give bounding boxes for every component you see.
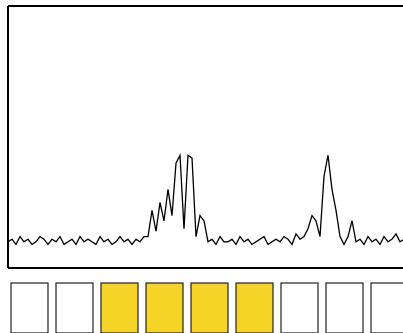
signal-line xyxy=(7,152,403,246)
state-cell xyxy=(190,282,229,333)
state-cell xyxy=(235,282,274,333)
plot-frame xyxy=(7,5,403,269)
state-cell xyxy=(55,282,94,333)
state-cell xyxy=(10,282,49,333)
state-cell xyxy=(145,282,184,333)
state-cell xyxy=(325,282,364,333)
state-cell xyxy=(100,282,139,333)
state-cell xyxy=(280,282,319,333)
state-cell xyxy=(370,282,403,333)
